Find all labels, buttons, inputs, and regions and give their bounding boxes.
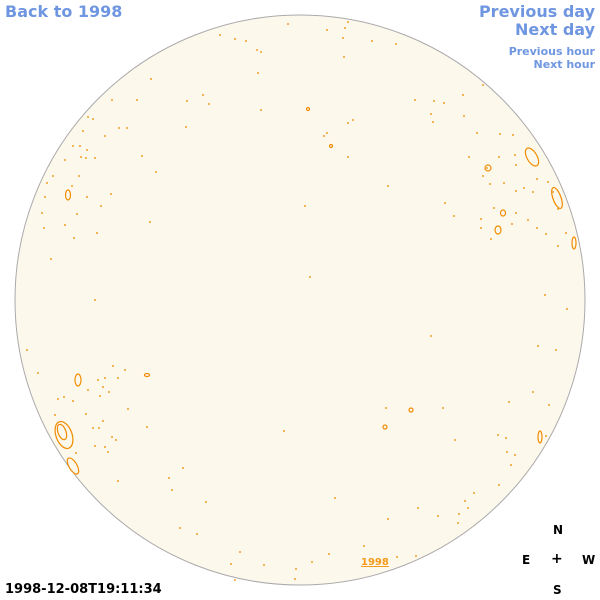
previous-hour-link[interactable]: Previous hour xyxy=(508,45,595,58)
compass-north-label: N xyxy=(553,523,564,537)
solar-disk xyxy=(14,14,586,586)
magnetic-contours xyxy=(26,21,577,581)
timestamp: 1998-12-08T19:11:34 xyxy=(5,582,162,597)
compass-west-label: W xyxy=(582,553,596,567)
compass-east-label: E xyxy=(522,553,531,567)
compass-center-icon: + xyxy=(551,551,563,567)
back-to-year-link[interactable]: Back to 1998 xyxy=(5,2,123,21)
year-link[interactable]: 1998 xyxy=(361,557,389,568)
next-day-link[interactable]: Next day xyxy=(515,20,595,39)
compass-south-label: S xyxy=(553,583,562,597)
previous-day-link[interactable]: Previous day xyxy=(478,2,595,21)
next-hour-link[interactable]: Next hour xyxy=(533,58,596,71)
